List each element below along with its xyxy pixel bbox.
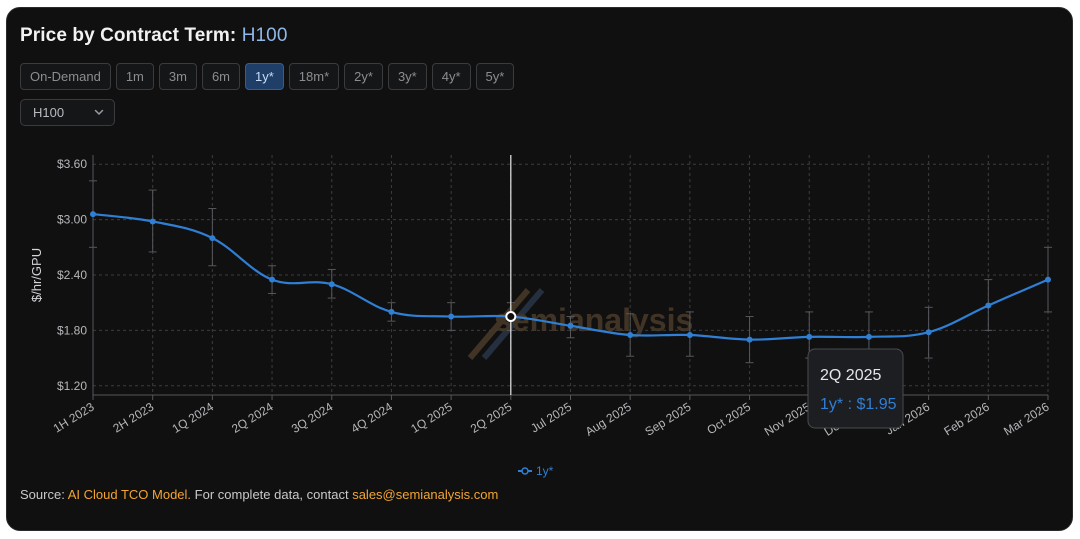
term-tab-1y[interactable]: 1y* (245, 63, 284, 90)
data-point[interactable] (746, 336, 753, 343)
term-tab-4y[interactable]: 4y* (431, 63, 471, 90)
page-title: Price by Contract Term: H100 (20, 25, 288, 47)
data-point[interactable] (686, 332, 693, 338)
term-tab-3y[interactable]: 3y* (387, 63, 427, 90)
x-tick-label: Feb 2026 (941, 400, 992, 439)
watermark-stroke (481, 288, 545, 360)
data-point[interactable] (806, 333, 813, 340)
y-tick-label: $3.00 (57, 213, 87, 227)
source-prefix: Source: (20, 487, 65, 502)
contract-term-tabs: On-Demand 1m 3m 6m 1y* 18m* 2y* 3y* 4y* 5y* (20, 63, 515, 90)
y-axis-label: $/hr/GPU (29, 248, 44, 302)
source-line: Source: AI Cloud TCO Model. For complete… (20, 487, 498, 502)
data-point[interactable] (865, 333, 872, 340)
x-tick-label: 2Q 2025 (468, 400, 515, 436)
watermark-logo: semianalysis (467, 288, 693, 360)
title-gpu: H100 (241, 25, 288, 46)
x-tick-label: 1Q 2025 (408, 400, 455, 436)
y-tick-label: $1.20 (57, 379, 87, 393)
sales-email-link[interactable]: sales@semianalysis.com (352, 487, 499, 502)
y-tick-label: $3.60 (57, 157, 87, 171)
data-point[interactable] (1045, 276, 1051, 283)
legend-label[interactable]: 1y* (536, 464, 554, 478)
term-tab-6m[interactable]: 6m (201, 63, 240, 90)
chart-card (6, 7, 1073, 531)
data-point[interactable] (90, 211, 96, 218)
x-tick-label: 2Q 2024 (229, 400, 276, 436)
term-tab-ondemand[interactable]: On-Demand (20, 63, 111, 90)
x-tick-label: Mar 2026 (1001, 400, 1052, 439)
x-tick-label: Nov 2025 (762, 400, 813, 439)
data-point[interactable] (388, 308, 395, 315)
tco-model-link[interactable]: AI Cloud TCO Model. (67, 487, 192, 502)
tooltip-value: 1y* : $1.95 (820, 396, 897, 413)
data-point[interactable] (448, 313, 455, 320)
watermark-text: semianalysis (494, 302, 693, 338)
title-main: Price by Contract Term: (20, 25, 237, 46)
term-tab-2y[interactable]: 2y* (344, 63, 383, 90)
term-tab-3m[interactable]: 3m (158, 63, 197, 90)
data-point[interactable] (209, 235, 216, 242)
term-tab-18m[interactable]: 18m* (288, 63, 340, 90)
gpu-select[interactable]: H100 (20, 99, 115, 126)
hover-point[interactable] (505, 311, 517, 323)
x-tick-label: 2H 2023 (110, 400, 156, 436)
x-tick-label: 4Q 2024 (349, 400, 396, 436)
y-tick-label: $1.80 (57, 323, 87, 337)
data-point[interactable] (149, 218, 156, 225)
gpu-select-value: H100 (33, 105, 65, 120)
y-tick-label: $2.40 (57, 268, 87, 282)
data-point[interactable] (925, 329, 932, 336)
legend-swatch-marker (521, 467, 529, 475)
data-point[interactable] (328, 281, 335, 288)
data-point[interactable] (985, 302, 992, 309)
data-point[interactable] (269, 276, 276, 283)
data-point[interactable] (627, 332, 634, 338)
tooltip-title: 2Q 2025 (820, 367, 881, 384)
source-middle: For complete data, contact (194, 487, 349, 502)
data-point[interactable] (567, 322, 574, 329)
x-tick-label: 1H 2023 (51, 400, 97, 436)
x-tick-label: 3Q 2024 (289, 400, 336, 436)
watermark-stroke (467, 288, 531, 360)
chevron-down-icon (94, 109, 104, 115)
tooltip-box (807, 348, 904, 429)
x-tick-label: Aug 2025 (583, 400, 634, 439)
x-tick-label: Oct 2025 (704, 400, 753, 438)
term-tab-5y[interactable]: 5y* (475, 63, 515, 90)
x-tick-label: Jul 2025 (528, 400, 574, 436)
x-tick-label: 1Q 2024 (169, 400, 216, 436)
x-tick-label: Sep 2025 (642, 400, 693, 439)
term-tab-1m[interactable]: 1m (115, 63, 154, 90)
